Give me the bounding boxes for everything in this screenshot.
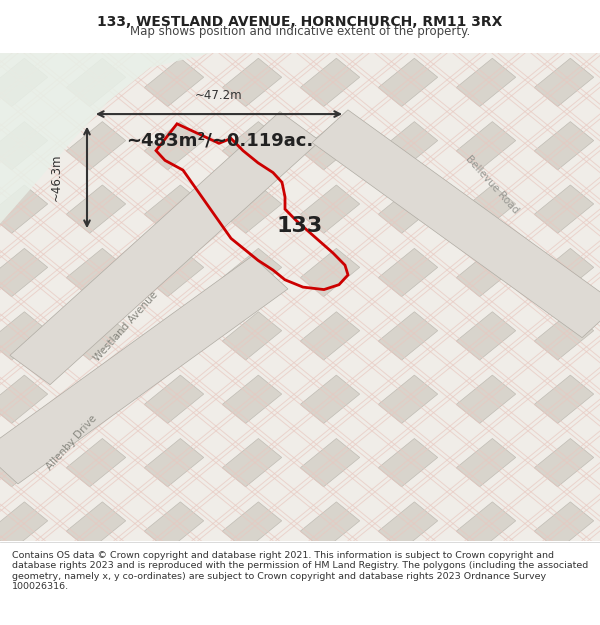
Polygon shape — [301, 502, 359, 550]
Polygon shape — [379, 185, 437, 233]
Polygon shape — [379, 375, 437, 423]
Text: 133, WESTLAND AVENUE, HORNCHURCH, RM11 3RX: 133, WESTLAND AVENUE, HORNCHURCH, RM11 3… — [97, 15, 503, 29]
Polygon shape — [223, 375, 281, 423]
Polygon shape — [535, 439, 593, 487]
Polygon shape — [223, 439, 281, 487]
Polygon shape — [145, 565, 203, 614]
Polygon shape — [457, 248, 515, 297]
Polygon shape — [145, 248, 203, 297]
Polygon shape — [301, 312, 359, 360]
Polygon shape — [301, 58, 359, 106]
Polygon shape — [0, 312, 47, 360]
Polygon shape — [223, 502, 281, 550]
Polygon shape — [535, 122, 593, 170]
Polygon shape — [0, 256, 288, 484]
Polygon shape — [0, 565, 47, 614]
Polygon shape — [67, 439, 125, 487]
Polygon shape — [0, 58, 47, 106]
Polygon shape — [535, 185, 593, 233]
Polygon shape — [0, 502, 47, 550]
Polygon shape — [0, 53, 210, 224]
Polygon shape — [145, 439, 203, 487]
Polygon shape — [535, 0, 593, 43]
Polygon shape — [379, 502, 437, 550]
Polygon shape — [379, 0, 437, 43]
Polygon shape — [67, 312, 125, 360]
Polygon shape — [535, 312, 593, 360]
Text: 133: 133 — [277, 216, 323, 236]
Polygon shape — [457, 565, 515, 614]
Polygon shape — [0, 439, 47, 487]
Polygon shape — [535, 58, 593, 106]
Polygon shape — [457, 502, 515, 550]
Polygon shape — [0, 122, 47, 170]
Polygon shape — [10, 112, 320, 384]
Text: ~47.2m: ~47.2m — [195, 89, 243, 102]
Polygon shape — [535, 502, 593, 550]
Polygon shape — [301, 439, 359, 487]
Polygon shape — [223, 0, 281, 43]
Polygon shape — [67, 375, 125, 423]
Polygon shape — [457, 58, 515, 106]
Polygon shape — [301, 375, 359, 423]
Polygon shape — [379, 312, 437, 360]
Polygon shape — [145, 312, 203, 360]
Polygon shape — [0, 0, 47, 43]
Text: ~483m²/~0.119ac.: ~483m²/~0.119ac. — [126, 132, 313, 150]
Polygon shape — [457, 122, 515, 170]
Polygon shape — [223, 58, 281, 106]
Polygon shape — [223, 565, 281, 614]
Polygon shape — [312, 110, 600, 338]
Polygon shape — [0, 248, 47, 297]
Polygon shape — [67, 565, 125, 614]
Polygon shape — [145, 58, 203, 106]
Polygon shape — [379, 439, 437, 487]
Polygon shape — [0, 185, 47, 233]
Polygon shape — [535, 565, 593, 614]
Polygon shape — [67, 122, 125, 170]
Polygon shape — [67, 185, 125, 233]
Polygon shape — [457, 439, 515, 487]
Polygon shape — [145, 122, 203, 170]
Polygon shape — [67, 0, 125, 43]
Polygon shape — [379, 565, 437, 614]
Polygon shape — [67, 248, 125, 297]
Text: ~46.3m: ~46.3m — [50, 154, 63, 201]
Polygon shape — [223, 122, 281, 170]
Polygon shape — [67, 58, 125, 106]
Polygon shape — [379, 122, 437, 170]
Polygon shape — [145, 0, 203, 43]
Text: Westland Avenue: Westland Avenue — [92, 289, 160, 363]
Polygon shape — [379, 58, 437, 106]
Polygon shape — [301, 185, 359, 233]
Text: Allenby Drive: Allenby Drive — [45, 414, 99, 472]
Polygon shape — [223, 248, 281, 297]
Polygon shape — [145, 375, 203, 423]
Text: Map shows position and indicative extent of the property.: Map shows position and indicative extent… — [130, 25, 470, 38]
Polygon shape — [223, 312, 281, 360]
Text: Bellevue Road: Bellevue Road — [463, 154, 521, 216]
Polygon shape — [301, 122, 359, 170]
Polygon shape — [301, 0, 359, 43]
Polygon shape — [535, 248, 593, 297]
Polygon shape — [0, 375, 47, 423]
Polygon shape — [379, 248, 437, 297]
Polygon shape — [457, 375, 515, 423]
Polygon shape — [301, 565, 359, 614]
Text: Contains OS data © Crown copyright and database right 2021. This information is : Contains OS data © Crown copyright and d… — [12, 551, 588, 591]
Polygon shape — [457, 185, 515, 233]
Polygon shape — [145, 185, 203, 233]
Polygon shape — [535, 375, 593, 423]
Polygon shape — [145, 502, 203, 550]
Polygon shape — [223, 185, 281, 233]
Polygon shape — [301, 248, 359, 297]
Polygon shape — [457, 0, 515, 43]
Polygon shape — [67, 502, 125, 550]
Polygon shape — [457, 312, 515, 360]
